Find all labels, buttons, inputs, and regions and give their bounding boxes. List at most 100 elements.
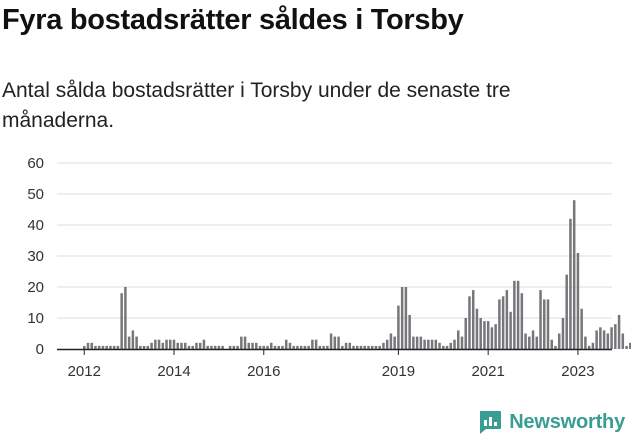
bar <box>191 345 194 349</box>
bar <box>370 345 374 349</box>
bar <box>393 336 396 349</box>
bar <box>180 342 183 349</box>
bar <box>333 336 337 349</box>
bar <box>471 290 475 349</box>
bar <box>97 345 101 349</box>
bar <box>352 345 355 349</box>
bar <box>535 336 539 349</box>
bar <box>236 345 239 349</box>
bar <box>625 345 628 349</box>
bar <box>374 345 378 349</box>
bar <box>344 342 348 349</box>
bar <box>614 324 617 349</box>
bar <box>464 318 467 349</box>
bar <box>161 342 165 349</box>
bar <box>314 339 318 349</box>
bar <box>247 342 251 349</box>
bar <box>311 339 314 349</box>
bar <box>460 336 464 349</box>
bar <box>419 336 423 349</box>
bar <box>348 342 352 349</box>
bar <box>142 345 146 349</box>
y-tick-label: 50 <box>27 186 44 203</box>
bar <box>213 345 217 349</box>
bar <box>576 252 580 349</box>
y-tick-label: 0 <box>36 341 44 358</box>
y-tick-label: 40 <box>27 217 44 234</box>
bar <box>397 305 400 349</box>
bar <box>546 299 550 349</box>
bar <box>554 345 557 349</box>
bar <box>359 345 363 349</box>
bar <box>217 345 221 349</box>
bar <box>101 345 105 349</box>
bar <box>479 318 482 349</box>
bar <box>516 280 520 349</box>
x-axis-ticks: 2012201420162019202120232025 <box>68 349 595 380</box>
bar-chart: 0 10 20 30 40 50 60 2012 2014 2016 2019 2021 2023 20… <box>27 155 631 380</box>
bar <box>307 345 310 349</box>
bar <box>513 280 516 349</box>
bar <box>430 339 434 349</box>
bar <box>292 345 295 349</box>
chart-subtitle: Antal sålda bostadsrätter i Torsby under… <box>2 79 511 132</box>
bar <box>105 345 108 349</box>
bar <box>550 339 553 349</box>
bar <box>442 345 445 349</box>
bar <box>172 339 176 349</box>
bar <box>154 339 157 349</box>
bar <box>127 336 131 349</box>
bar <box>629 342 631 349</box>
bar <box>187 345 191 349</box>
newsworthy-logo: Newsworthy <box>477 409 625 435</box>
bar <box>438 342 441 349</box>
bar <box>468 296 471 349</box>
bar <box>232 345 236 349</box>
bar <box>434 339 438 349</box>
bar <box>176 342 179 349</box>
bar <box>284 339 288 349</box>
bar <box>183 342 187 349</box>
bar <box>602 330 606 349</box>
y-tick-label: 20 <box>27 279 44 296</box>
bar <box>169 339 172 349</box>
bar <box>150 342 153 349</box>
gridlines <box>57 162 612 319</box>
bar <box>221 345 224 349</box>
bar <box>251 342 254 349</box>
x-tick-label: 2023 <box>561 363 594 380</box>
bar <box>449 342 453 349</box>
bar <box>617 314 621 349</box>
bar <box>83 345 86 349</box>
bar <box>498 299 501 349</box>
bar <box>528 336 531 349</box>
bar <box>273 345 277 349</box>
bar <box>610 327 613 349</box>
bar <box>415 336 419 349</box>
bar <box>165 339 168 349</box>
bar <box>572 200 576 349</box>
bar <box>157 339 161 349</box>
bar <box>531 330 535 349</box>
x-tick-label: 2019 <box>382 363 415 380</box>
bar <box>90 342 93 349</box>
bar <box>240 336 243 349</box>
bar <box>483 321 486 349</box>
bar <box>423 339 426 349</box>
bar <box>277 345 280 349</box>
bar <box>591 342 595 349</box>
y-axis-labels: 0 10 20 30 40 50 60 <box>27 155 44 358</box>
x-tick-label: 2014 <box>157 363 190 380</box>
bar <box>112 345 116 349</box>
bar <box>258 345 262 349</box>
y-tick-label: 30 <box>27 248 44 265</box>
bar <box>606 333 610 349</box>
bar <box>621 333 625 349</box>
bar <box>266 345 269 349</box>
bar <box>580 308 583 349</box>
bar <box>356 345 359 349</box>
bar <box>453 339 456 349</box>
bar <box>404 287 408 349</box>
bar <box>86 342 90 349</box>
bar <box>389 333 393 349</box>
